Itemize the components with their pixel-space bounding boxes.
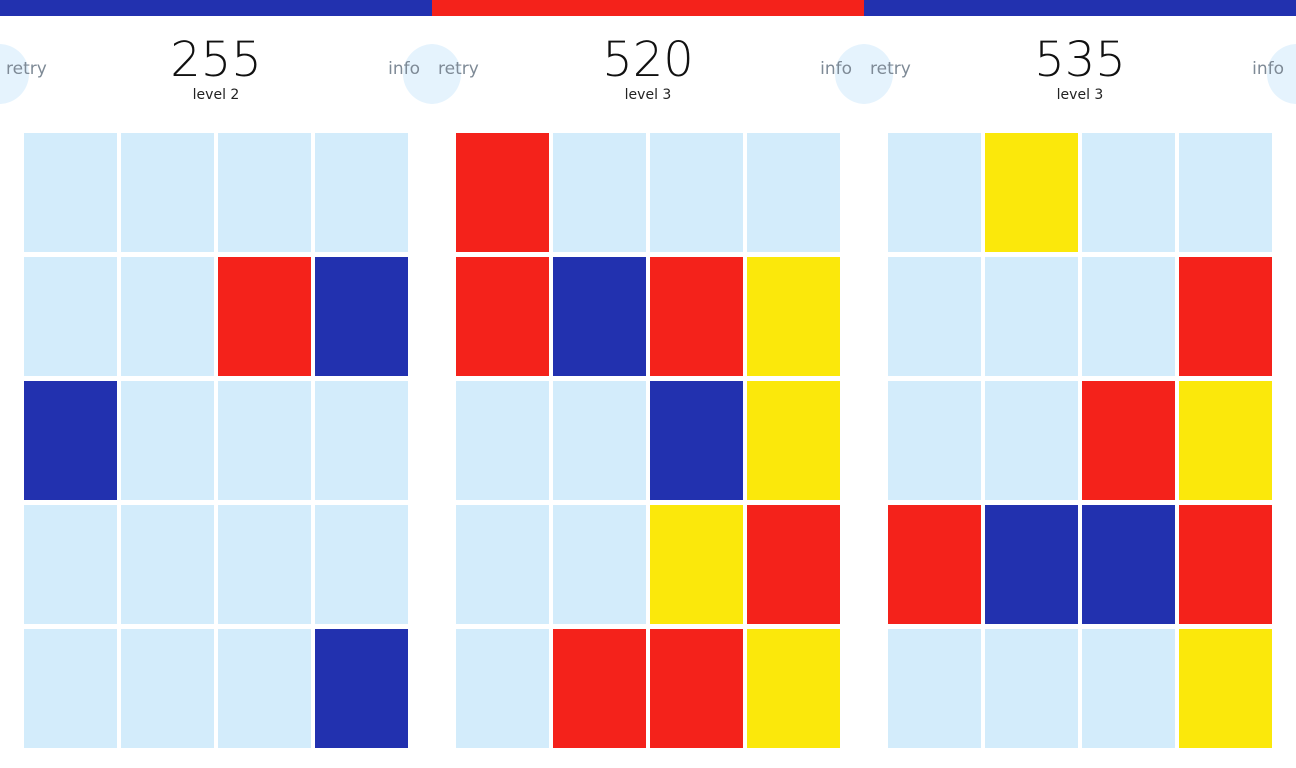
tile-yellow[interactable] [1179,629,1272,748]
tile-red[interactable] [1082,381,1175,500]
info-button[interactable]: info [1252,59,1284,79]
game-board-3: retry info 535 level 3 [864,0,1296,768]
tile-red[interactable] [456,257,549,376]
tile-blue[interactable] [985,505,1078,624]
tile-empty[interactable] [985,629,1078,748]
tile-empty[interactable] [888,133,981,252]
tile-grid [888,133,1273,748]
top-color-bar [432,0,864,16]
tile-red[interactable] [456,133,549,252]
tile-blue[interactable] [24,381,117,500]
tile-empty[interactable] [747,133,840,252]
tile-empty[interactable] [650,133,743,252]
tile-grid [456,133,841,748]
game-board-1: retry info 255 level 2 [0,0,432,768]
tile-empty[interactable] [121,133,214,252]
tile-red[interactable] [650,629,743,748]
tile-yellow[interactable] [747,629,840,748]
score-display: 255 [170,32,262,88]
info-button[interactable]: info [820,59,852,79]
tile-empty[interactable] [1082,629,1175,748]
tile-empty[interactable] [888,257,981,376]
tile-empty[interactable] [315,133,408,252]
tile-empty[interactable] [218,381,311,500]
tile-red[interactable] [888,505,981,624]
tile-empty[interactable] [1082,257,1175,376]
tile-empty[interactable] [121,629,214,748]
tile-red[interactable] [747,505,840,624]
tile-empty[interactable] [24,257,117,376]
tile-empty[interactable] [1179,133,1272,252]
tile-blue[interactable] [315,629,408,748]
tile-empty[interactable] [456,381,549,500]
level-indicator: level 3 [1056,87,1104,103]
tile-grid [24,133,409,748]
tile-blue[interactable] [315,257,408,376]
top-color-bar [864,0,1296,16]
tile-empty[interactable] [121,257,214,376]
tile-empty[interactable] [888,381,981,500]
level-indicator: level 3 [624,87,672,103]
tile-yellow[interactable] [650,505,743,624]
tile-blue[interactable] [650,381,743,500]
tile-empty[interactable] [24,505,117,624]
tile-yellow[interactable] [1179,381,1272,500]
tile-empty[interactable] [456,505,549,624]
tile-empty[interactable] [1082,133,1175,252]
tile-empty[interactable] [218,505,311,624]
tile-empty[interactable] [456,629,549,748]
tile-red[interactable] [1179,257,1272,376]
tile-empty[interactable] [218,133,311,252]
tile-blue[interactable] [1082,505,1175,624]
tile-yellow[interactable] [747,257,840,376]
tile-yellow[interactable] [747,381,840,500]
retry-button[interactable]: retry [438,59,479,79]
tile-red[interactable] [650,257,743,376]
tile-empty[interactable] [315,505,408,624]
tile-empty[interactable] [121,505,214,624]
tile-empty[interactable] [553,505,646,624]
tile-empty[interactable] [553,133,646,252]
info-button[interactable]: info [388,59,420,79]
score-display: 520 [602,32,694,88]
tile-empty[interactable] [218,629,311,748]
tile-empty[interactable] [888,629,981,748]
tile-empty[interactable] [24,629,117,748]
tile-empty[interactable] [553,381,646,500]
tile-empty[interactable] [985,381,1078,500]
score-display: 535 [1034,32,1126,88]
tile-red[interactable] [218,257,311,376]
tile-empty[interactable] [24,133,117,252]
tile-empty[interactable] [121,381,214,500]
level-indicator: level 2 [192,87,240,103]
top-color-bar [0,0,432,16]
tile-yellow[interactable] [985,133,1078,252]
tile-red[interactable] [1179,505,1272,624]
tile-red[interactable] [553,629,646,748]
retry-button[interactable]: retry [6,59,47,79]
game-board-2: retry info 520 level 3 [432,0,864,768]
retry-button[interactable]: retry [870,59,911,79]
tile-empty[interactable] [985,257,1078,376]
tile-blue[interactable] [553,257,646,376]
tile-empty[interactable] [315,381,408,500]
